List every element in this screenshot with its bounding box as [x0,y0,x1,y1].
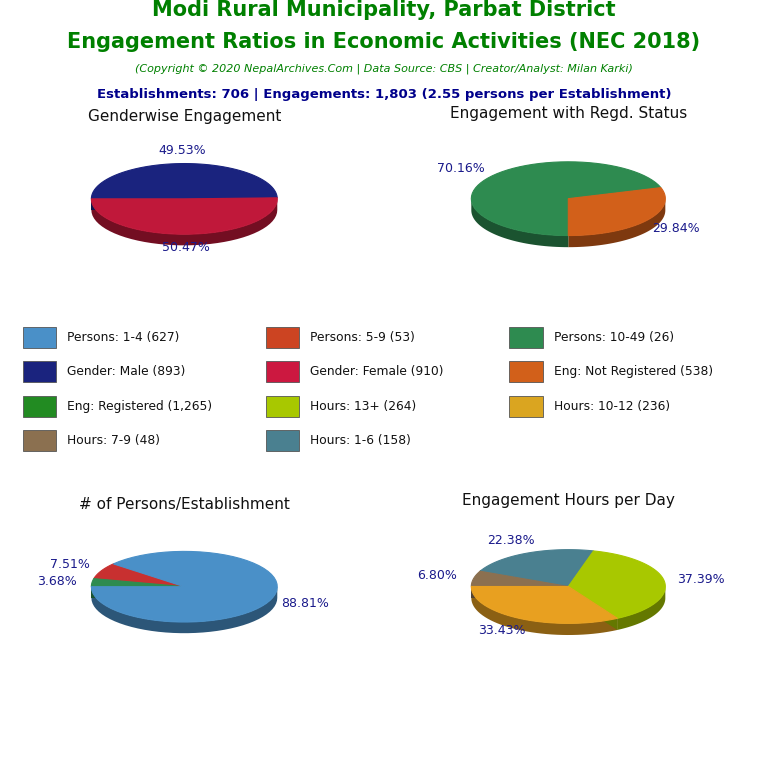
Title: Engagement with Regd. Status: Engagement with Regd. Status [450,105,687,121]
FancyBboxPatch shape [266,361,300,382]
FancyBboxPatch shape [266,430,300,451]
Text: Hours: 1-6 (158): Hours: 1-6 (158) [310,434,411,447]
Polygon shape [568,587,617,630]
FancyBboxPatch shape [23,361,56,382]
Polygon shape [91,587,184,598]
FancyBboxPatch shape [23,396,56,417]
Text: Establishments: 706 | Engagements: 1,803 (2.55 persons per Establishment): Establishments: 706 | Engagements: 1,803… [97,88,671,101]
FancyBboxPatch shape [509,327,542,348]
Polygon shape [480,550,594,587]
Text: Hours: 7-9 (48): Hours: 7-9 (48) [67,434,160,447]
FancyBboxPatch shape [509,361,542,382]
Text: 3.68%: 3.68% [37,574,77,588]
Polygon shape [91,198,277,234]
Text: 88.81%: 88.81% [281,597,329,610]
Text: Modi Rural Municipality, Parbat District: Modi Rural Municipality, Parbat District [152,0,616,20]
Text: Gender: Male (893): Gender: Male (893) [67,366,185,379]
Polygon shape [568,199,665,247]
Polygon shape [472,571,568,587]
Polygon shape [91,587,184,598]
Text: Persons: 5-9 (53): Persons: 5-9 (53) [310,331,415,344]
Text: Gender: Female (910): Gender: Female (910) [310,366,444,379]
Title: Genderwise Engagement: Genderwise Engagement [88,109,281,124]
FancyBboxPatch shape [266,327,300,348]
Polygon shape [91,578,184,587]
Polygon shape [91,587,277,633]
Polygon shape [91,164,277,199]
Polygon shape [472,162,661,236]
Text: Eng: Registered (1,265): Eng: Registered (1,265) [67,399,212,412]
Polygon shape [94,564,184,587]
Text: Eng: Not Registered (538): Eng: Not Registered (538) [554,366,713,379]
Text: Hours: 10-12 (236): Hours: 10-12 (236) [554,399,670,412]
Title: # of Persons/Establishment: # of Persons/Establishment [79,497,290,511]
Polygon shape [472,587,617,635]
Polygon shape [472,587,568,598]
Polygon shape [91,551,277,622]
Text: Persons: 10-49 (26): Persons: 10-49 (26) [554,331,674,344]
Text: 6.80%: 6.80% [418,569,458,582]
Text: 37.39%: 37.39% [677,573,725,586]
Text: 22.38%: 22.38% [488,534,535,547]
Polygon shape [568,551,665,618]
Text: 50.47%: 50.47% [162,241,210,254]
Text: 49.53%: 49.53% [159,144,207,157]
FancyBboxPatch shape [23,327,56,348]
Text: Persons: 1-4 (627): Persons: 1-4 (627) [67,331,180,344]
Text: (Copyright © 2020 NepalArchives.Com | Data Source: CBS | Creator/Analyst: Milan : (Copyright © 2020 NepalArchives.Com | Da… [135,64,633,74]
Polygon shape [91,199,184,210]
Text: 70.16%: 70.16% [436,162,485,175]
Text: 29.84%: 29.84% [653,222,700,235]
Polygon shape [568,187,665,236]
Text: Hours: 13+ (264): Hours: 13+ (264) [310,399,416,412]
Polygon shape [472,587,568,598]
Title: Engagement Hours per Day: Engagement Hours per Day [462,493,675,508]
Text: 33.43%: 33.43% [478,624,525,637]
Text: 7.51%: 7.51% [50,558,90,571]
Text: Engagement Ratios in Economic Activities (NEC 2018): Engagement Ratios in Economic Activities… [68,31,700,51]
Polygon shape [472,199,568,247]
Polygon shape [617,587,665,630]
FancyBboxPatch shape [509,396,542,417]
FancyBboxPatch shape [266,396,300,417]
Polygon shape [568,587,617,630]
Polygon shape [472,587,617,624]
Polygon shape [91,199,184,210]
Polygon shape [91,199,277,245]
FancyBboxPatch shape [23,430,56,451]
